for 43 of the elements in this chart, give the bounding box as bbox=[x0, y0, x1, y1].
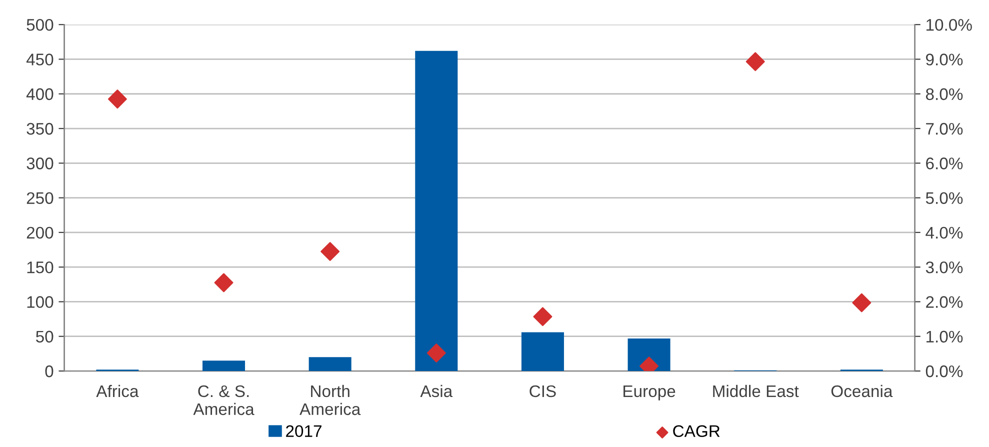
x-tick-label: Africa bbox=[96, 384, 139, 398]
y2-tick-label: 4.0% bbox=[926, 226, 963, 239]
x-tick-label: C. & S. America bbox=[193, 385, 254, 416]
x-tick-label: North America bbox=[300, 384, 361, 416]
point bbox=[852, 293, 872, 312]
y2-tick-label: 0.0% bbox=[926, 365, 963, 378]
point bbox=[214, 273, 234, 292]
y-tick-label: 500 bbox=[26, 18, 54, 31]
point bbox=[533, 307, 552, 326]
point bbox=[108, 90, 127, 109]
point bbox=[320, 242, 340, 261]
y2-tick-label: 9.0% bbox=[926, 54, 963, 66]
y-tick-label: 400 bbox=[26, 88, 54, 100]
point bbox=[746, 52, 765, 72]
y2-tick-label: 7.0% bbox=[926, 122, 963, 135]
bar bbox=[521, 332, 564, 372]
y-tick-label: 200 bbox=[26, 226, 54, 239]
y2-tick-label: 3.0% bbox=[926, 261, 963, 274]
y2-tick-label: 8.0% bbox=[926, 88, 963, 100]
y-tick-label: 350 bbox=[26, 122, 54, 135]
y-tick-label: 150 bbox=[27, 261, 54, 274]
bar bbox=[308, 357, 352, 372]
x-tick-label: Europe bbox=[624, 386, 676, 400]
legend-label: CAGR bbox=[673, 425, 720, 438]
x-tick-label: Asia bbox=[420, 384, 453, 398]
y-tick-label: 450 bbox=[26, 54, 54, 66]
y2-tick-label: 10.0% bbox=[926, 18, 972, 31]
y2-tick-label: 6.0% bbox=[926, 158, 963, 170]
bar bbox=[415, 50, 458, 372]
y-tick-label: 100 bbox=[27, 296, 54, 308]
y2-tick-label: 1.0% bbox=[926, 330, 963, 343]
y-tick-label: 250 bbox=[26, 192, 54, 204]
y-tick-label: 300 bbox=[26, 158, 54, 170]
y-tick-label: 50 bbox=[36, 330, 54, 343]
y2-tick-label: 5.0% bbox=[926, 192, 963, 204]
x-tick-label: CIS bbox=[530, 385, 556, 398]
y-tick-label: 0 bbox=[45, 365, 54, 378]
legend-label: 2017 bbox=[286, 425, 322, 438]
x-tick-label: Oceania bbox=[831, 384, 893, 398]
x-tick-label: Middle East bbox=[713, 384, 799, 398]
bar bbox=[202, 360, 246, 372]
point bbox=[426, 344, 446, 362]
y2-tick-label: 2.0% bbox=[926, 296, 963, 308]
